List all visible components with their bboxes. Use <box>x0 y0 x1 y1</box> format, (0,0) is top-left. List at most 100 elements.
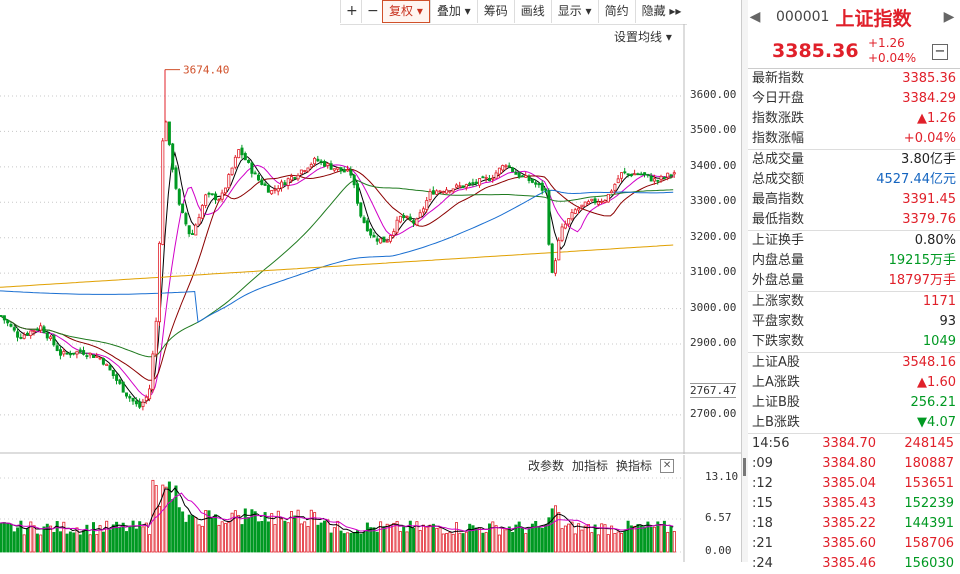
candlestick <box>227 173 231 190</box>
tick-trades-list[interactable]: 14:56 3384.70 248145:09 3384.80 180887:12 338… <box>748 434 960 574</box>
close-icon[interactable]: ✕ <box>660 458 675 473</box>
candlestick <box>379 238 383 244</box>
candlestick <box>207 191 211 198</box>
price-tick-label: 3200.00 <box>690 229 737 243</box>
edit-params-button[interactable]: 改参数 <box>528 459 565 473</box>
next-arrow-icon[interactable]: ▶ <box>943 9 955 25</box>
candlestick <box>626 173 630 178</box>
zoom-out-button[interactable]: − <box>361 0 382 23</box>
display-button[interactable]: 显示 ▾ <box>550 0 598 23</box>
grip-icon[interactable] <box>743 458 746 476</box>
candlestick <box>339 167 343 175</box>
chips-button[interactable]: 筹码 <box>476 0 514 23</box>
candlestick <box>369 228 373 239</box>
stat-row: 上证A股 3548.16 <box>748 353 960 373</box>
candlestick <box>587 199 591 205</box>
volume-bar <box>590 532 594 553</box>
set-ma-button[interactable]: 设置均线 ▾ <box>614 30 672 44</box>
candlestick-chart[interactable]: 3674.40 <box>0 24 741 454</box>
volume-bar <box>649 526 653 553</box>
fuquan-button[interactable]: 复权 ▾ <box>382 0 430 23</box>
candlestick <box>214 191 218 204</box>
volume-bar <box>108 529 112 553</box>
trade-price: 3385.43 <box>822 496 876 511</box>
trade-row: :15 3385.43 152239 <box>748 494 960 514</box>
candlestick <box>649 172 653 182</box>
volume-bar <box>105 520 109 553</box>
volume-bar <box>256 521 260 553</box>
candlestick <box>359 202 363 219</box>
candlestick <box>151 350 155 393</box>
candlestick <box>210 193 214 196</box>
candlestick <box>405 215 409 218</box>
candlestick <box>194 223 198 236</box>
volume-bar <box>544 524 548 553</box>
volume-bar <box>385 523 389 553</box>
trade-volume: 158706 <box>904 536 954 551</box>
stat-label: 上证换手 <box>752 233 805 248</box>
volume-bar <box>39 534 43 553</box>
candlestick <box>392 228 396 239</box>
volume-bar <box>19 520 23 553</box>
simple-button[interactable]: 简约 <box>597 0 635 23</box>
candlestick <box>352 173 356 189</box>
overlay-button[interactable]: 叠加 ▾ <box>429 0 477 23</box>
trade-row: :24 3385.46 156030 <box>748 554 960 574</box>
volume-bar <box>68 531 72 553</box>
switch-indicator-button[interactable]: 换指标 <box>616 459 653 473</box>
current-price-marker: 2767.47 <box>690 382 737 398</box>
stat-row: 指数涨幅 +0.04% <box>748 129 960 150</box>
volume-bar <box>121 522 125 553</box>
volume-bar <box>428 524 432 553</box>
candlestick <box>88 352 92 359</box>
volume-bar <box>646 521 650 553</box>
volume-bar <box>214 514 218 553</box>
volume-bar <box>204 510 208 553</box>
volume-bar <box>633 525 637 553</box>
volume-bar <box>524 533 528 553</box>
draw-line-button[interactable]: 画线 <box>513 0 551 23</box>
volume-bar <box>603 524 607 553</box>
candlestick <box>230 167 234 177</box>
candlestick <box>425 196 429 213</box>
stat-label: 总成交量 <box>752 152 805 167</box>
volume-bar <box>494 525 498 553</box>
stat-value: 0.80% <box>914 233 956 248</box>
add-indicator-button[interactable]: 加指标 <box>572 459 609 473</box>
ma60-line <box>0 179 674 358</box>
candlestick <box>138 398 142 409</box>
trade-time: :21 <box>752 536 773 551</box>
candlestick <box>487 175 491 182</box>
candlestick <box>118 378 122 385</box>
candlestick <box>200 203 204 220</box>
trade-row: :09 3384.80 180887 <box>748 454 960 474</box>
kline-chart-area[interactable]: + − 复权 ▾ 叠加 ▾ 筹码 画线 显示 ▾ 简约 隐藏 ▸▸ 设置均线 ▾ 3674.40… <box>0 0 741 562</box>
trade-time: :24 <box>752 556 773 571</box>
current-price: 3385.36 <box>772 40 859 62</box>
volume-bar <box>587 524 591 553</box>
candlestick <box>250 161 254 178</box>
candlestick <box>577 206 581 215</box>
volume-chart[interactable] <box>0 455 741 562</box>
ma120-line <box>0 189 674 323</box>
volume-bar <box>547 517 551 553</box>
candlestick <box>16 327 20 342</box>
candlestick <box>504 164 508 170</box>
volume-bar <box>82 529 86 553</box>
candlestick <box>115 373 119 385</box>
volume-bar <box>600 523 604 553</box>
stat-value: 18797万手 <box>888 273 956 288</box>
candlestick <box>547 188 551 246</box>
prev-arrow-icon[interactable]: ◀ <box>749 9 761 25</box>
candlestick <box>511 167 515 173</box>
volume-bar <box>59 531 63 553</box>
volume-bar <box>319 522 323 553</box>
hide-button[interactable]: 隐藏 ▸▸ <box>634 0 688 23</box>
quote-panel: ◀ 000001 上证指数 ▶ 3385.36 +1.26 +0.04% − 最… <box>748 0 960 571</box>
candlestick <box>6 319 10 327</box>
collapse-button[interactable]: − <box>932 44 948 60</box>
zoom-in-button[interactable]: + <box>340 0 361 23</box>
volume-bar <box>0 522 3 553</box>
volume-bar <box>643 526 647 553</box>
candlestick <box>223 187 227 196</box>
